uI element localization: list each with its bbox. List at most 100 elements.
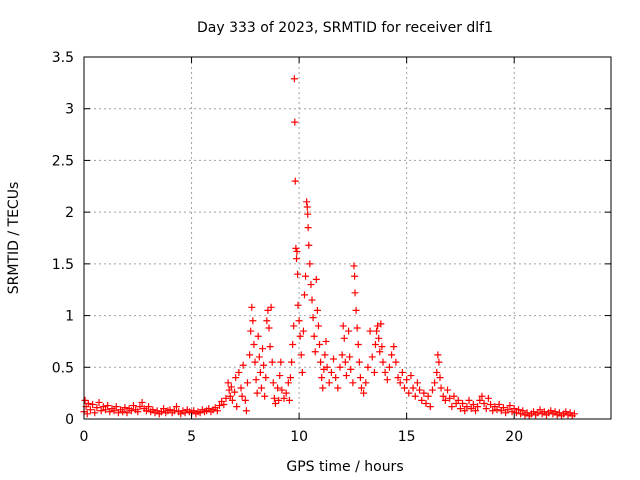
data-point xyxy=(102,406,110,414)
y-axis-label: SRMTID / TECUs xyxy=(6,182,22,295)
data-point xyxy=(280,394,288,402)
data-point xyxy=(299,327,307,335)
data-point xyxy=(437,384,445,392)
data-point xyxy=(316,341,324,349)
data-point xyxy=(346,353,354,361)
data-point xyxy=(253,389,261,397)
data-point xyxy=(134,408,142,416)
data-point xyxy=(86,406,94,414)
data-point xyxy=(422,399,430,407)
data-point xyxy=(332,374,340,382)
data-point xyxy=(313,306,321,314)
data-point xyxy=(336,363,344,371)
x-axis-label: GPS time / hours xyxy=(286,459,403,475)
data-point xyxy=(487,401,495,409)
data-point xyxy=(339,322,347,330)
data-point xyxy=(145,403,153,411)
data-point xyxy=(160,405,168,413)
data-point xyxy=(405,389,413,397)
data-point xyxy=(127,407,135,415)
data-point xyxy=(231,388,239,396)
data-point xyxy=(504,406,512,414)
data-point xyxy=(270,394,278,402)
data-point xyxy=(392,358,400,366)
data-point xyxy=(239,361,247,369)
data-point xyxy=(444,386,452,394)
data-point xyxy=(227,383,235,391)
data-point xyxy=(172,403,180,411)
data-point xyxy=(379,358,387,366)
data-point xyxy=(297,351,305,359)
data-point xyxy=(431,379,439,387)
data-point xyxy=(235,368,243,376)
data-point xyxy=(375,334,383,342)
data-point xyxy=(354,341,362,349)
data-point xyxy=(257,384,265,392)
data-point xyxy=(318,374,326,382)
data-point xyxy=(377,320,385,328)
data-point xyxy=(261,392,269,400)
data-point xyxy=(495,401,503,409)
data-point xyxy=(334,384,342,392)
data-point xyxy=(394,374,402,382)
data-point xyxy=(327,368,335,376)
data-point xyxy=(95,398,103,406)
data-point xyxy=(305,241,313,249)
data-point xyxy=(228,396,236,404)
data-point xyxy=(469,401,477,409)
data-point xyxy=(302,272,310,280)
plot-frame xyxy=(83,56,612,420)
x-tick-label: 20 xyxy=(505,429,523,445)
y-tick-label: 0.5 xyxy=(52,360,74,376)
data-point xyxy=(368,353,376,361)
data-point xyxy=(278,386,286,394)
data-point xyxy=(269,379,277,387)
data-point xyxy=(307,281,315,289)
data-point xyxy=(288,358,296,366)
data-point xyxy=(104,402,112,410)
data-point xyxy=(304,224,312,232)
data-point xyxy=(456,405,464,413)
data-point xyxy=(213,407,221,415)
x-tick-label: 10 xyxy=(290,429,308,445)
data-point xyxy=(463,403,471,411)
data-point xyxy=(237,384,245,392)
data-point xyxy=(308,296,316,304)
data-point xyxy=(484,394,492,402)
data-point xyxy=(465,396,473,404)
data-point xyxy=(321,351,329,359)
data-point xyxy=(83,410,91,418)
data-point xyxy=(84,399,92,407)
data-point xyxy=(259,345,267,353)
data-point xyxy=(401,384,409,392)
data-point xyxy=(450,392,458,400)
data-point xyxy=(347,365,355,373)
data-point xyxy=(224,379,232,387)
data-point xyxy=(409,384,417,392)
data-point xyxy=(480,399,488,407)
data-point xyxy=(256,368,264,376)
y-tick-label: 1 xyxy=(65,309,74,325)
data-point xyxy=(277,358,285,366)
data-point xyxy=(251,358,259,366)
data-point xyxy=(263,317,271,325)
data-point xyxy=(216,402,224,410)
data-point xyxy=(482,405,490,413)
data-point xyxy=(271,399,279,407)
data-point xyxy=(351,289,359,297)
data-point xyxy=(330,355,338,363)
data-point xyxy=(306,260,314,268)
x-tick-label: 0 xyxy=(80,429,89,445)
data-point xyxy=(370,368,378,376)
data-point xyxy=(360,389,368,397)
data-point xyxy=(325,379,333,387)
data-point xyxy=(121,404,129,412)
data-point xyxy=(570,410,578,418)
data-point xyxy=(303,198,311,206)
data-point xyxy=(233,403,241,411)
data-point xyxy=(295,317,303,325)
data-point xyxy=(284,379,292,387)
data-point xyxy=(300,291,308,299)
data-point xyxy=(242,407,250,415)
